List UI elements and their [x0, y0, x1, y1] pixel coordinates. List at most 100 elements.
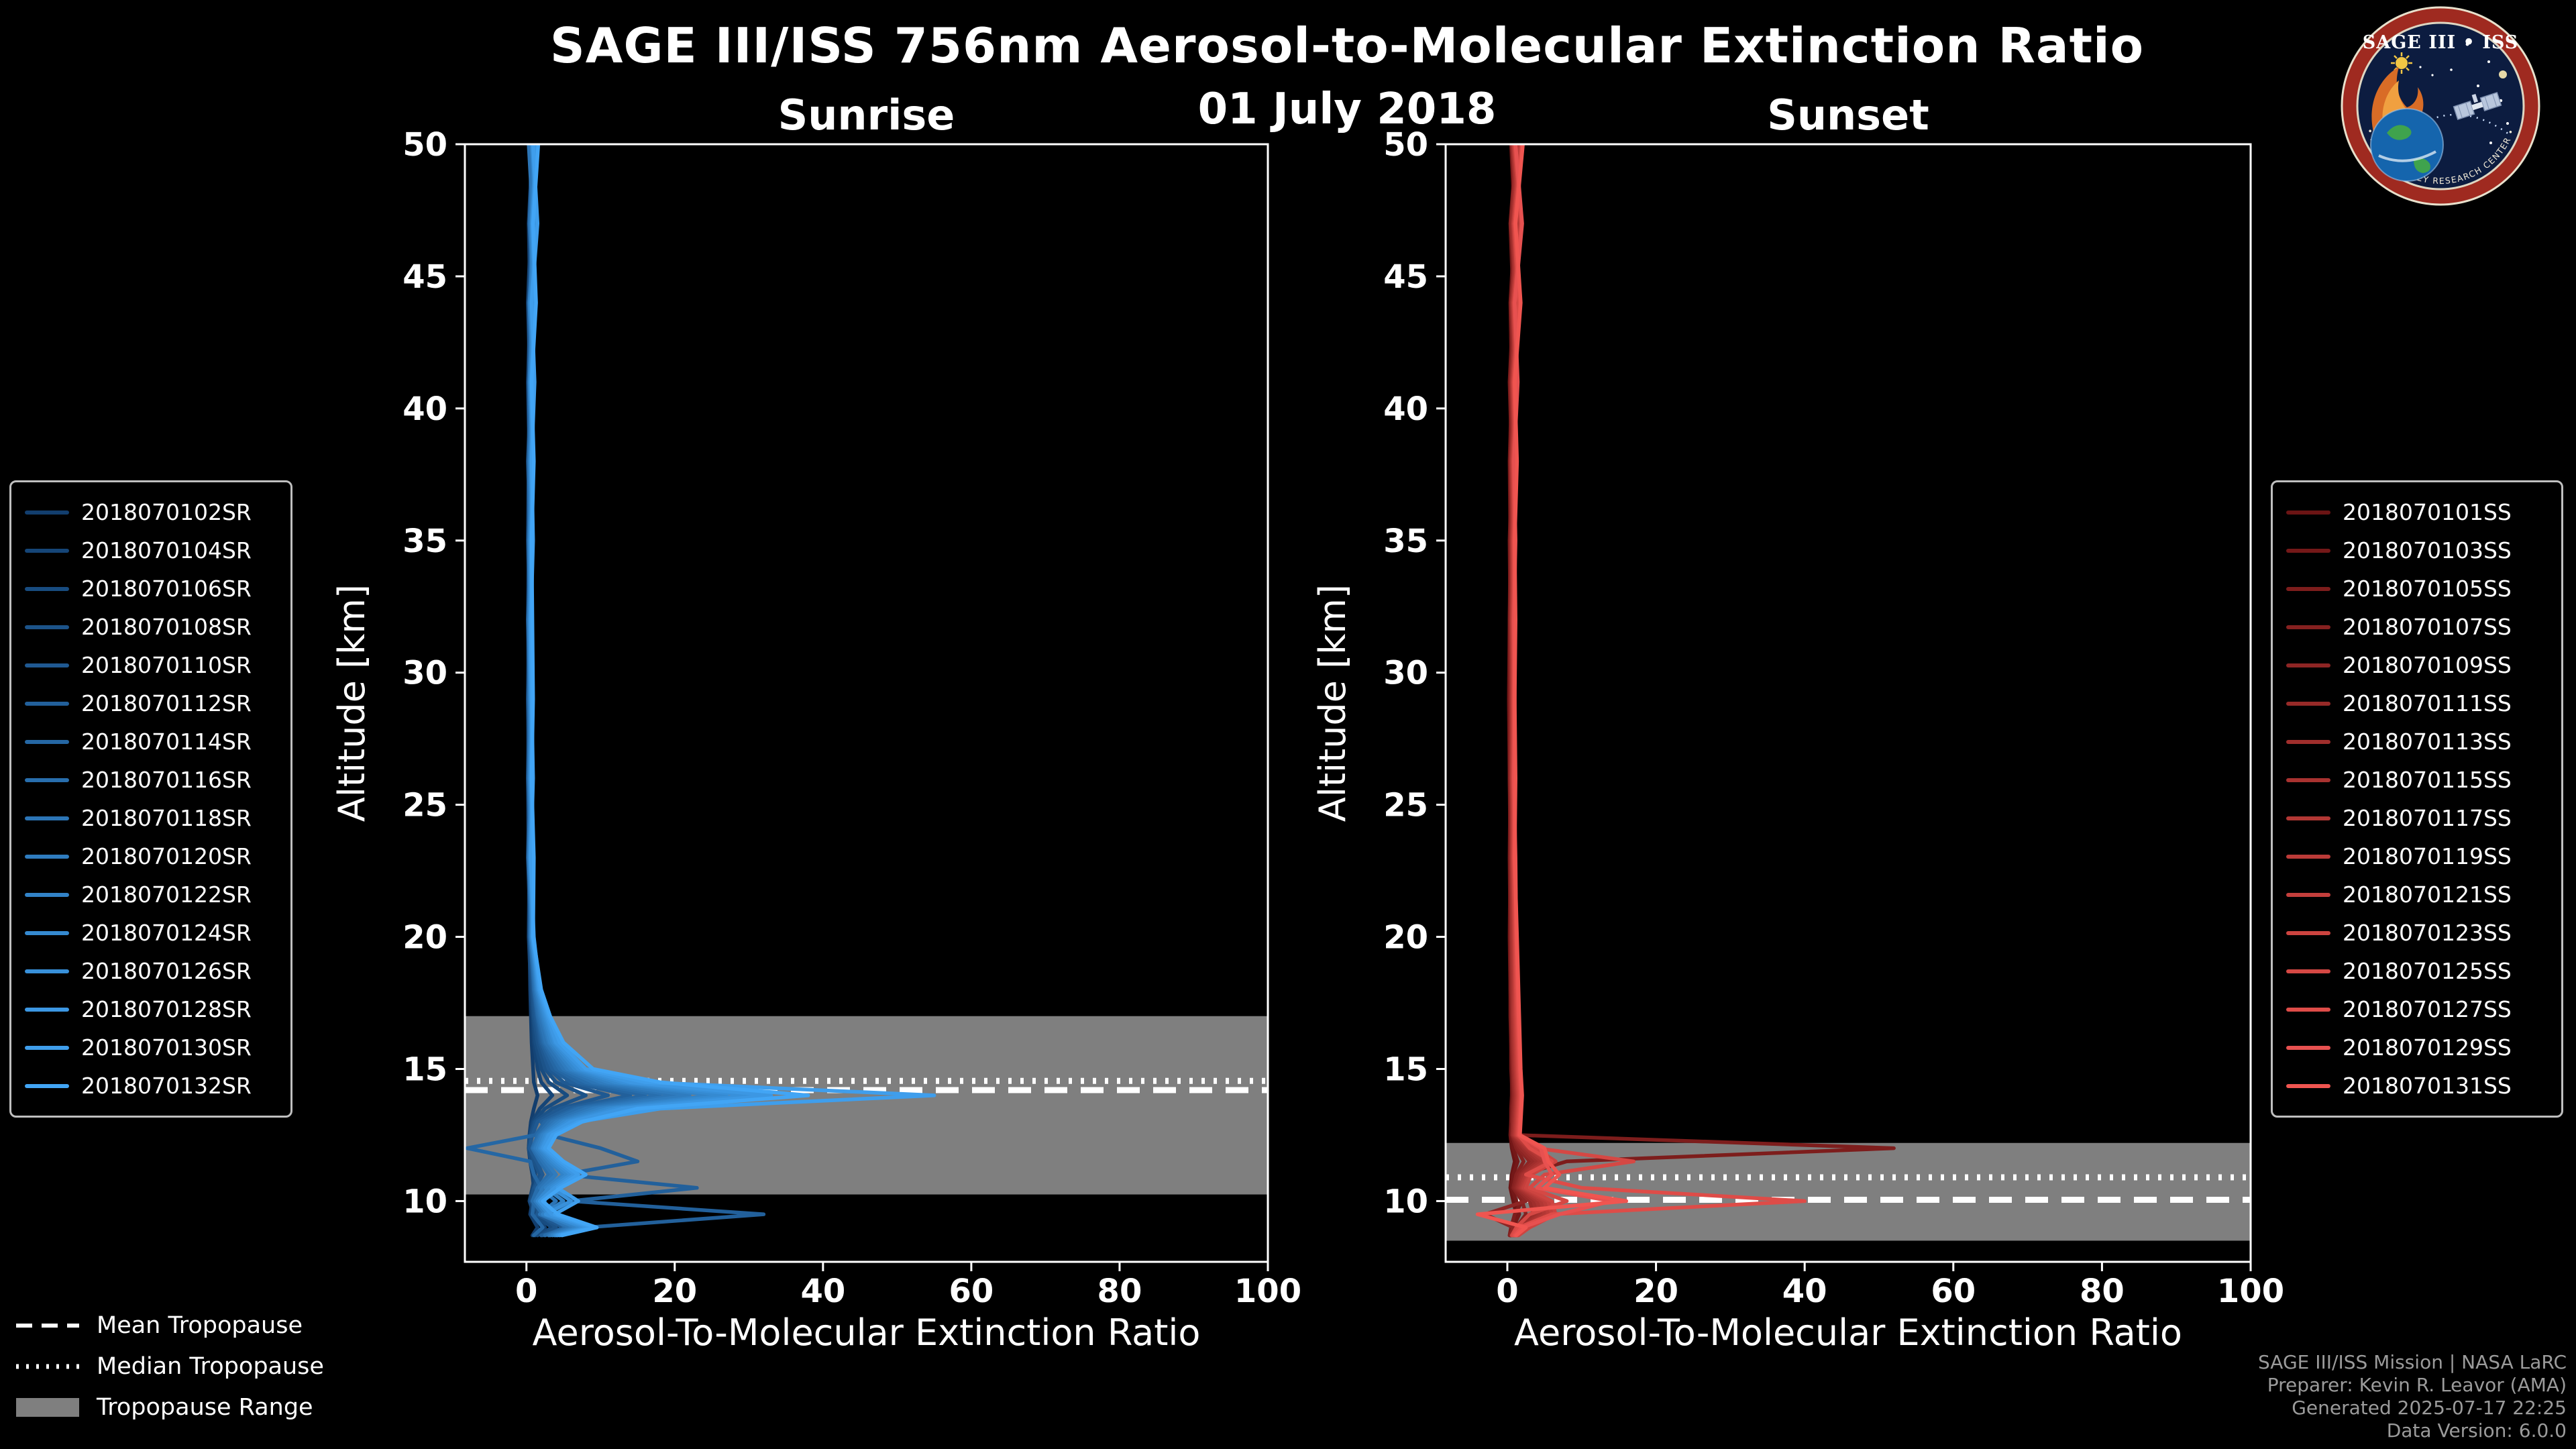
line-swatch-icon: [2286, 625, 2330, 629]
moon-icon: [2499, 70, 2507, 78]
y-tick-label: 25: [1383, 787, 1428, 824]
mean-tropopause-label: Mean Tropopause: [97, 1311, 303, 1339]
legend-item: 2018070120SR: [25, 837, 277, 875]
y-tick-label: 50: [402, 126, 447, 164]
line-swatch-icon: [2286, 816, 2330, 820]
legend-item: 2018070124SR: [25, 914, 277, 952]
line-swatch-icon: [2286, 969, 2330, 973]
iss-icon: [2453, 92, 2502, 120]
legend-label: 2018070123SS: [2343, 920, 2512, 946]
legend-label: 2018070130SR: [81, 1034, 252, 1061]
line-swatch-icon: [2286, 510, 2330, 515]
legend-label: 2018070109SS: [2343, 652, 2512, 678]
legend-label: 2018070132SR: [81, 1073, 252, 1099]
y-tick-label: 20: [1383, 919, 1428, 957]
legend-item: 2018070111SS: [2286, 684, 2548, 722]
line-swatch-icon: [25, 777, 69, 782]
earth-icon: [2370, 108, 2444, 182]
line-swatch-icon: [25, 854, 69, 859]
line-swatch-icon: [25, 663, 69, 667]
x-tick-label: 60: [949, 1273, 994, 1310]
legend-item: 2018070128SR: [25, 990, 277, 1028]
line-swatch-icon: [2286, 586, 2330, 591]
tropopause-legend: Mean Tropopause Median Tropopause Tropop…: [15, 1305, 324, 1428]
legend-label: 2018070126SR: [81, 958, 252, 984]
legend-sunrise: 2018070102SR 2018070104SR 2018070106SR 2018…: [9, 480, 292, 1118]
legend-item: 2018070118SR: [25, 799, 277, 837]
line-swatch-icon: [2286, 701, 2330, 706]
y-tick-label: 15: [1383, 1051, 1428, 1088]
figure-date: 01 July 2018: [1197, 85, 1497, 134]
line-swatch-icon: [25, 510, 69, 515]
legend-item: 2018070103SS: [2286, 531, 2548, 570]
tropopause-range-label: Tropopause Range: [97, 1393, 313, 1421]
y-tick-label: 35: [402, 523, 447, 560]
line-swatch-icon: [2286, 1045, 2330, 1050]
legend-item: 2018070123SS: [2286, 914, 2548, 952]
axes-frame: [1444, 143, 2252, 1263]
x-tick-label: 40: [1782, 1273, 1827, 1310]
line-swatch-icon: [25, 1083, 69, 1088]
y-tick-label: 50: [1383, 126, 1428, 164]
legend-item-mean-tropopause: Mean Tropopause: [15, 1305, 324, 1346]
legend-label: 2018070103SS: [2343, 537, 2512, 564]
footer-line-version: Data Version: 6.0.0: [2386, 1419, 2567, 1442]
legend-item: 2018070119SS: [2286, 837, 2548, 875]
y-tick-label: 35: [1383, 523, 1428, 560]
footer-line-mission: SAGE III/ISS Mission | NASA LaRC: [2258, 1351, 2567, 1373]
y-tick-label: 10: [1383, 1183, 1428, 1220]
legend-item: 2018070114SR: [25, 722, 277, 761]
y-tick-label: 45: [1383, 258, 1428, 296]
x-tick-label: 0: [1496, 1273, 1518, 1310]
line-swatch-icon: [2286, 777, 2330, 782]
line-swatch-icon: [2286, 739, 2330, 744]
legend-item: 2018070113SS: [2286, 722, 2548, 761]
logo-stars: [2419, 42, 2509, 144]
line-swatch-icon: [25, 625, 69, 629]
legend-item: 2018070105SS: [2286, 570, 2548, 608]
line-swatch-icon: [25, 701, 69, 706]
profile-line-2018070125SS: [1509, 144, 1636, 1238]
panel-sunset: 0 20 40 60 80 100 10 15 20 25 30 35 40 45 50 Sunset Aero…: [1311, 91, 2284, 1354]
profile-line-2018070131SS: [1475, 144, 1629, 1238]
legend-item: 2018070102SR: [25, 493, 277, 531]
line-swatch-icon: [2286, 1007, 2330, 1012]
x-axis-label: Aerosol-To-Molecular Extinction Ratio: [1514, 1311, 2182, 1354]
line-swatch-icon: [2286, 548, 2330, 553]
legend-item: 2018070110SR: [25, 646, 277, 684]
profile-line-2018070129SS: [1512, 144, 1613, 1238]
legend-label: 2018070107SS: [2343, 614, 2512, 640]
line-swatch-icon: [25, 969, 69, 973]
panel-sunrise: 0 20 40 60 80 100 10 15 20 25 30 35 40 45 50 Sunrise Aer…: [331, 91, 1301, 1354]
legend-label: 2018070122SR: [81, 881, 252, 908]
panel-title-sunset: Sunset: [1767, 91, 1929, 140]
legend-label: 2018070113SS: [2343, 729, 2512, 755]
legend-label: 2018070116SR: [81, 767, 252, 793]
median-tropopause-label: Median Tropopause: [97, 1352, 324, 1380]
legend-label: 2018070125SS: [2343, 958, 2512, 984]
legend-label: 2018070120SR: [81, 843, 252, 869]
legend-label: 2018070128SR: [81, 996, 252, 1022]
y-axis-label: Altitude [km]: [1311, 584, 1354, 822]
legend-item: 2018070101SS: [2286, 493, 2548, 531]
legend-item: 2018070132SR: [25, 1067, 277, 1105]
legend-label: 2018070131SS: [2343, 1073, 2512, 1099]
line-swatch-icon: [25, 586, 69, 591]
profile-line-2018070132SR: [529, 144, 810, 1238]
profile-lines: [1475, 144, 1896, 1238]
x-tick-label: 60: [1931, 1273, 1976, 1310]
line-swatch-icon: [25, 1007, 69, 1012]
legend-item: 2018070126SR: [25, 952, 277, 990]
footer-line-preparer: Preparer: Kevin R. Leavor (AMA): [2267, 1374, 2567, 1396]
dashed-line-swatch-icon: [15, 1321, 80, 1330]
line-swatch-icon: [25, 930, 69, 935]
legend-label: 2018070114SR: [81, 729, 252, 755]
x-tick-label: 40: [800, 1273, 845, 1310]
legend-label: 2018070106SR: [81, 576, 252, 602]
y-tick-label: 30: [402, 655, 447, 692]
legend-item: 2018070117SS: [2286, 799, 2548, 837]
legend-item: 2018070107SS: [2286, 608, 2548, 646]
profile-line-2018070127SS: [1511, 144, 1807, 1238]
legend-label: 2018070117SS: [2343, 805, 2512, 831]
x-tick-label: 80: [1097, 1273, 1142, 1310]
